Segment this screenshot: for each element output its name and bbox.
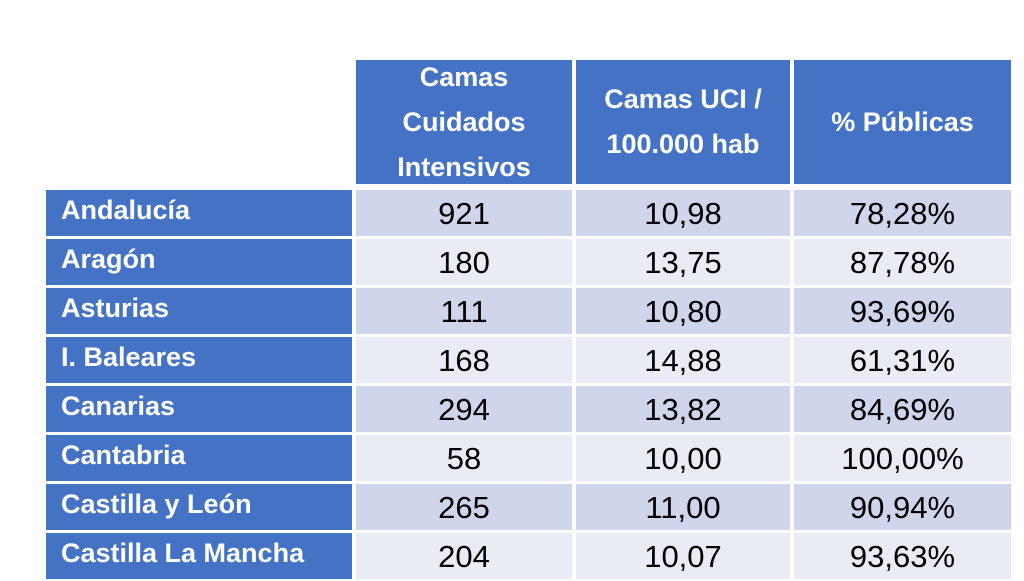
cell-camas: 294 bbox=[356, 386, 572, 432]
cell-uci-100k: 10,98 bbox=[576, 190, 790, 236]
cell-camas: 265 bbox=[356, 484, 572, 530]
table-row: I. Baleares 168 14,88 61,31% bbox=[0, 337, 1024, 383]
cell-publicas: 100,00% bbox=[794, 435, 1011, 481]
cell-camas: 168 bbox=[356, 337, 572, 383]
row-label-region: I. Baleares bbox=[46, 337, 352, 383]
table-row: Canarias 294 13,82 84,69% bbox=[0, 386, 1024, 432]
cell-uci-100k: 13,82 bbox=[576, 386, 790, 432]
cell-uci-100k: 10,00 bbox=[576, 435, 790, 481]
cell-uci-100k: 13,75 bbox=[576, 239, 790, 285]
header-line: Camas bbox=[419, 61, 509, 92]
cell-uci-100k: 14,88 bbox=[576, 337, 790, 383]
cell-publicas: 84,69% bbox=[794, 386, 1011, 432]
row-label-region: Castilla y León bbox=[46, 484, 352, 530]
cell-publicas: 61,31% bbox=[794, 337, 1011, 383]
row-label-region: Cantabria bbox=[46, 435, 352, 481]
cell-camas: 921 bbox=[356, 190, 572, 236]
cell-camas: 204 bbox=[356, 533, 572, 579]
cell-publicas: 93,69% bbox=[794, 288, 1011, 334]
row-label-region: Castilla La Mancha bbox=[46, 533, 352, 579]
table-row: Aragón 180 13,75 87,78% bbox=[0, 239, 1024, 285]
row-label-region: Asturias bbox=[46, 288, 352, 334]
cell-publicas: 90,94% bbox=[794, 484, 1011, 530]
cell-camas: 180 bbox=[356, 239, 572, 285]
table-row: Andalucía 921 10,98 78,28% bbox=[0, 190, 1024, 236]
cell-camas: 58 bbox=[356, 435, 572, 481]
cell-publicas: 78,28% bbox=[794, 190, 1011, 236]
header-line: Cuidados bbox=[402, 106, 526, 137]
column-header-camas-uci-100k: Camas UCI / 100.000 hab bbox=[576, 60, 790, 184]
cell-uci-100k: 10,07 bbox=[576, 533, 790, 579]
row-label-region: Canarias bbox=[46, 386, 352, 432]
table-row: Cantabria 58 10,00 100,00% bbox=[0, 435, 1024, 481]
table-row: Asturias 111 10,80 93,69% bbox=[0, 288, 1024, 334]
header-line: % Públicas bbox=[831, 106, 974, 137]
column-header-camas-cuidados-intensivos: Camas Cuidados Intensivos bbox=[356, 60, 572, 184]
table-row: Castilla La Mancha 204 10,07 93,63% bbox=[0, 533, 1024, 579]
cell-camas: 111 bbox=[356, 288, 572, 334]
column-header-publicas: % Públicas bbox=[794, 60, 1011, 184]
row-label-region: Aragón bbox=[46, 239, 352, 285]
header-line: Camas UCI / bbox=[604, 84, 762, 114]
table-row: Castilla y León 265 11,00 90,94% bbox=[0, 484, 1024, 530]
header-line: 100.000 hab bbox=[606, 129, 760, 159]
cell-uci-100k: 10,80 bbox=[576, 288, 790, 334]
cell-publicas: 93,63% bbox=[794, 533, 1011, 579]
cell-publicas: 87,78% bbox=[794, 239, 1011, 285]
row-label-region: Andalucía bbox=[46, 190, 352, 236]
cell-uci-100k: 11,00 bbox=[576, 484, 790, 530]
header-line: Intensivos bbox=[397, 151, 531, 182]
